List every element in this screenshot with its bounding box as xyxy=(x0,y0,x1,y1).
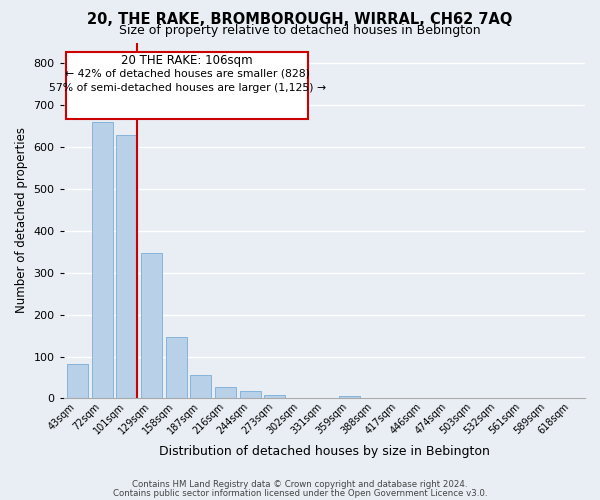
Text: 57% of semi-detached houses are larger (1,125) →: 57% of semi-detached houses are larger (… xyxy=(49,82,326,92)
Bar xyxy=(190,374,211,398)
Text: Contains public sector information licensed under the Open Government Licence v3: Contains public sector information licen… xyxy=(113,488,487,498)
Bar xyxy=(338,396,359,398)
Bar xyxy=(141,253,162,398)
Text: 20 THE RAKE: 106sqm: 20 THE RAKE: 106sqm xyxy=(121,54,253,66)
Bar xyxy=(240,391,261,398)
Bar xyxy=(116,134,137,398)
Text: Size of property relative to detached houses in Bebington: Size of property relative to detached ho… xyxy=(119,24,481,37)
Bar xyxy=(215,387,236,398)
X-axis label: Distribution of detached houses by size in Bebington: Distribution of detached houses by size … xyxy=(159,444,490,458)
Bar xyxy=(67,364,88,398)
FancyBboxPatch shape xyxy=(66,52,308,118)
Bar xyxy=(166,337,187,398)
Y-axis label: Number of detached properties: Number of detached properties xyxy=(15,128,28,314)
Text: ← 42% of detached houses are smaller (828): ← 42% of detached houses are smaller (82… xyxy=(65,69,310,79)
Text: 20, THE RAKE, BROMBOROUGH, WIRRAL, CH62 7AQ: 20, THE RAKE, BROMBOROUGH, WIRRAL, CH62 … xyxy=(88,12,512,28)
Bar xyxy=(265,394,286,398)
Text: Contains HM Land Registry data © Crown copyright and database right 2024.: Contains HM Land Registry data © Crown c… xyxy=(132,480,468,489)
Bar xyxy=(92,122,113,398)
